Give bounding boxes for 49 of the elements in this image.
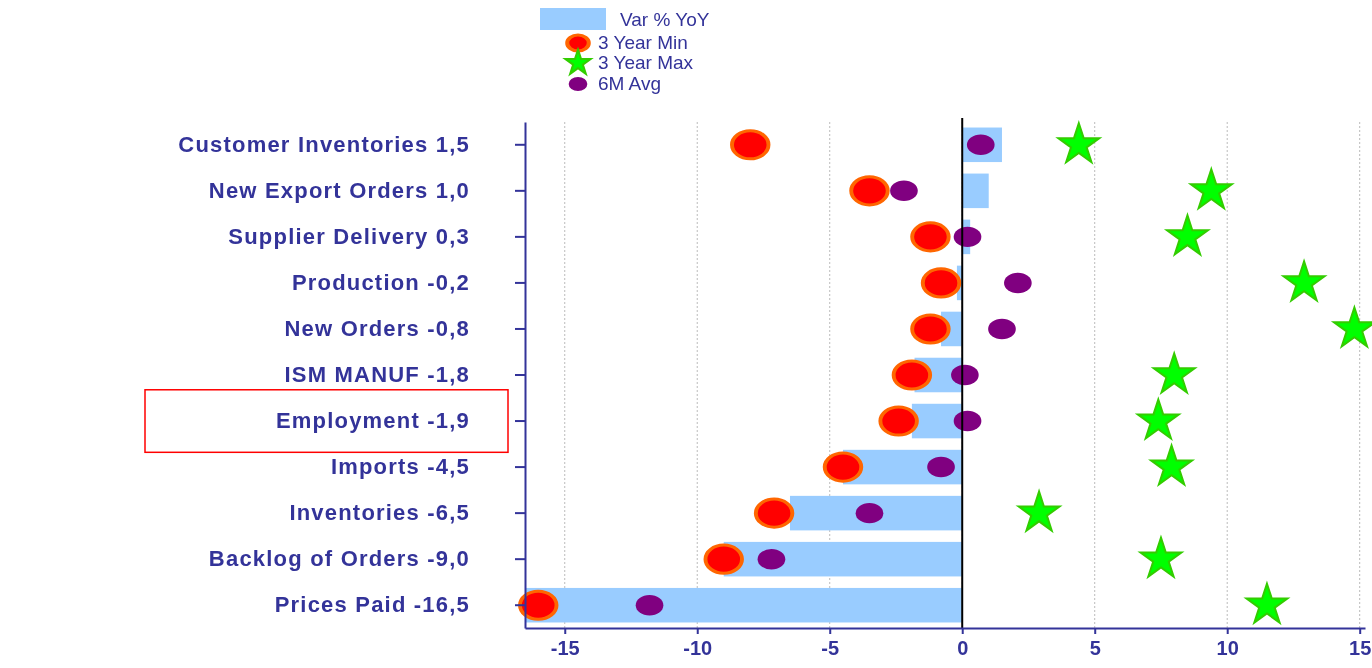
x-tick-label: 10 [1216, 637, 1239, 659]
point [754, 497, 795, 529]
y-tick-label: ISM MANUF -1,8 [284, 362, 470, 388]
y-tick-label: Imports -4,5 [330, 454, 470, 480]
point [953, 410, 982, 432]
point [910, 313, 951, 345]
x-tick-label: 5 [1089, 637, 1101, 659]
legend-label: Var % YoY [620, 9, 710, 30]
x-tick-label: 0 [957, 637, 969, 659]
point [849, 175, 890, 207]
point [635, 594, 664, 616]
y-tick-label: Employment -1,9 [275, 408, 470, 434]
legend-label: 3 Year Max [598, 52, 694, 73]
point [1015, 488, 1063, 534]
bar [789, 495, 963, 531]
bar [962, 173, 989, 209]
legend-label: 3 Year Min [598, 32, 688, 53]
point [1243, 580, 1291, 626]
point [823, 451, 863, 483]
point [1004, 272, 1032, 294]
point [890, 180, 918, 202]
point [730, 129, 771, 161]
point [910, 221, 951, 253]
y-tick-label: Inventories -6,5 [289, 500, 470, 526]
point [703, 543, 744, 575]
y-tick-label: Customer Inventories 1,5 [178, 131, 470, 157]
point [988, 318, 1016, 340]
x-tick-label: 15 [1349, 637, 1372, 659]
point [891, 359, 932, 391]
x-tick-label: -15 [550, 637, 580, 659]
point [518, 589, 559, 621]
x-tick-label: -10 [683, 637, 713, 659]
point [757, 548, 786, 570]
point [878, 405, 919, 437]
legend-label: 6M Avg [598, 73, 662, 94]
y-tick-label: Backlog of Orders -9,0 [208, 546, 470, 572]
point [953, 226, 982, 248]
point [927, 456, 955, 478]
y-tick-label: Supplier Delivery 0,3 [228, 223, 470, 249]
point [1137, 534, 1185, 580]
point [921, 267, 961, 299]
bar [525, 587, 963, 623]
y-tick-label: Production -0,2 [291, 269, 470, 295]
y-tick-label: New Export Orders 1,0 [208, 177, 470, 203]
point [951, 364, 979, 386]
y-tick-label: Prices Paid -16,5 [274, 592, 470, 618]
point [855, 502, 884, 524]
x-tick-label: -5 [821, 637, 840, 659]
y-tick-label: New Orders -0,8 [284, 316, 470, 341]
